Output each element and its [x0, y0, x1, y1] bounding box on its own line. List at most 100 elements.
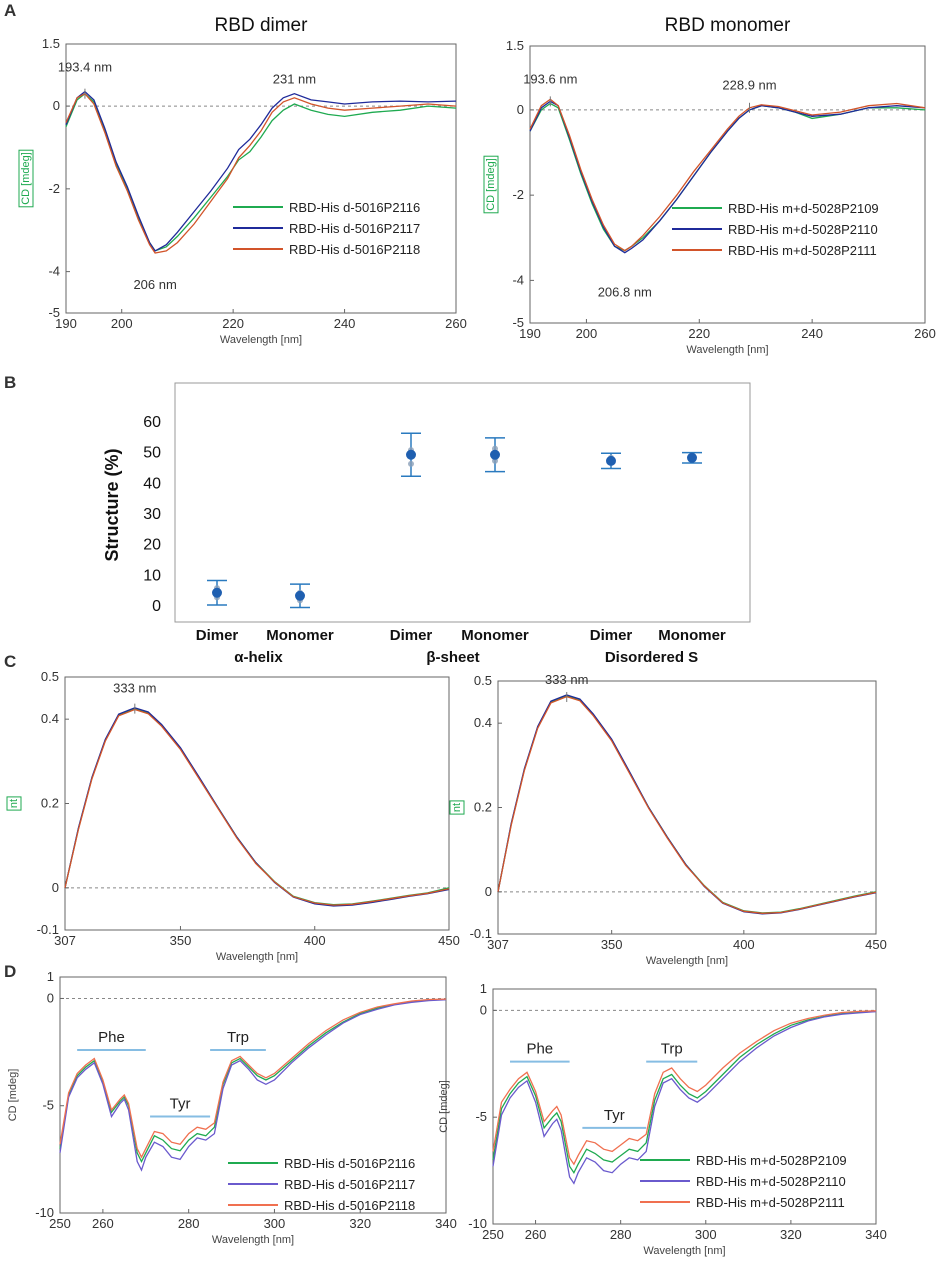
chart-6-y-tick-label: 0	[480, 1002, 487, 1017]
chart-5-x-tick-label: 260	[92, 1216, 114, 1231]
chart-2-y-tick-label: 30	[143, 506, 161, 523]
chart-3-annotation: 333 nm	[113, 681, 156, 696]
chart-0-legend-entry: RBD-His d-5016P2117	[289, 221, 420, 236]
chart-2-mean-point	[490, 449, 500, 460]
chart-5-y-tick-label: -10	[35, 1205, 54, 1220]
chart-4-x-tick-label: 350	[601, 937, 623, 952]
chart-4-x-axis-label: Wavelength [nm]	[646, 955, 728, 967]
chart-2-mean-point	[687, 452, 697, 463]
chart-1-series-line-2	[529, 100, 926, 254]
chart-0-y-tick-label: -2	[48, 181, 60, 196]
chart-4-y-tick-label: 0.2	[474, 800, 492, 815]
chart-6-y-tick-label: -5	[475, 1109, 487, 1124]
chart-0-x-axis-label: Wavelength [nm]	[220, 334, 302, 346]
chart-0-x-tick-label: 200	[111, 316, 133, 331]
chart-2-mean-point	[606, 455, 616, 466]
chart-1-series-line-3	[529, 98, 926, 252]
chart-0-series-line-1	[65, 92, 457, 252]
chart-2-group-label: Disordered S	[605, 649, 698, 666]
chart-2-category-label: Dimer	[590, 627, 633, 644]
chart-0-annotation: 206 nm	[133, 277, 176, 292]
chart-4-y-tick-label: -0.1	[470, 926, 492, 941]
chart-5-series-line-3	[59, 998, 447, 1159]
chart-0-series-line-2	[65, 90, 457, 252]
chart-1-legend-entry: RBD-His m+d-5028P2111	[728, 243, 877, 258]
chart-2-mean-point	[295, 590, 305, 601]
chart-6-legend-entry: RBD-His m+d-5028P2109	[696, 1153, 847, 1168]
chart-6-legend-entry: RBD-His m+d-5028P2110	[696, 1174, 846, 1189]
chart-4-x-tick-label: 450	[865, 937, 887, 952]
chart-1-y-axis-label-box	[483, 155, 499, 214]
chart-3-x-tick-label: 450	[438, 933, 460, 948]
chart-6-x-tick-label: 280	[610, 1227, 632, 1242]
chart-5-x-tick-label: 280	[178, 1216, 200, 1231]
chart-5-x-axis-label: Wavelength [nm]	[212, 1234, 294, 1246]
chart-1-x-tick-label: 260	[914, 326, 936, 341]
chart-5-x-tick-label: 320	[349, 1216, 371, 1231]
chart-2-y-tick-label: 60	[143, 414, 161, 431]
panel-label-b: B	[4, 373, 16, 392]
chart-6-band-label: Phe	[526, 1041, 553, 1058]
chart-3-y-tick-label: 0.4	[41, 711, 59, 726]
chart-3-x-axis-label: Wavelength [nm]	[216, 951, 298, 963]
chart-1-y-tick-label: 0	[517, 102, 524, 117]
chart-5-band-label: Trp	[227, 1029, 249, 1046]
chart-6-series-line-3	[492, 1010, 877, 1166]
chart-1-y-tick-label: 1.5	[506, 38, 524, 53]
chart-4-y-axis-label-box	[449, 800, 465, 815]
chart-6-y-tick-label: 1	[480, 981, 487, 996]
chart-2-category-label: Monomer	[461, 627, 529, 644]
chart-1-y-tick-label: -4	[512, 272, 524, 287]
chart-5-x-tick-label: 250	[49, 1216, 71, 1231]
chart-1-legend-entry: RBD-His m+d-5028P2109	[728, 201, 879, 216]
chart-5-plot-frame	[59, 976, 447, 1214]
chart-6-x-tick-label: 250	[482, 1227, 504, 1242]
chart-4-series-line-2	[497, 694, 877, 915]
chart-5-series-line-1	[59, 998, 447, 1163]
chart-0-x-tick-label: 260	[445, 316, 467, 331]
chart-2-group-label: β-sheet	[426, 649, 479, 666]
chart-1-x-tick-label: 200	[576, 326, 598, 341]
panel-label-a: A	[4, 1, 16, 20]
chart-0-legend-entry: RBD-His d-5016P2118	[289, 242, 420, 257]
chart-0-x-tick-label: 220	[222, 316, 244, 331]
chart-2-y-tick-label: 20	[143, 537, 161, 554]
chart-1-x-tick-label: 240	[801, 326, 823, 341]
chart-2-category-label: Monomer	[658, 627, 726, 644]
chart-6-y-axis-label: CD [mdeg]	[438, 1080, 450, 1133]
chart-5-band-label: Phe	[98, 1029, 125, 1046]
chart-4-x-tick-label: 400	[733, 937, 755, 952]
chart-1-y-tick-label: -5	[512, 315, 524, 330]
chart-2-category-label: Dimer	[390, 627, 433, 644]
chart-3-series-line-3	[64, 708, 450, 906]
chart-1-annotation: 228.9 nm	[722, 78, 776, 93]
chart-6-x-tick-label: 260	[525, 1227, 547, 1242]
chart-0-y-axis-label: CD [mdeg]	[20, 152, 32, 205]
chart-2-mean-point	[212, 587, 222, 598]
chart-0-annotation: 193.4 nm	[58, 60, 112, 75]
chart-1-plot-frame	[529, 45, 926, 324]
chart-1-annotation: 193.6 nm	[523, 71, 577, 86]
chart-4-x-tick-label: 307	[487, 937, 509, 952]
chart-6-x-tick-label: 320	[780, 1227, 802, 1242]
chart-2-category-label: Monomer	[266, 627, 334, 644]
chart-0-y-tick-label: -5	[48, 305, 60, 320]
chart-0-series-line-3	[65, 92, 457, 254]
chart-5-series-line-2	[59, 999, 447, 1172]
chart-2-y-tick-label: 50	[143, 445, 161, 462]
chart-0-x-tick-label: 240	[334, 316, 356, 331]
chart-3-y-tick-label: -0.1	[37, 922, 59, 937]
chart-4-y-tick-label: 0.4	[474, 715, 492, 730]
chart-0-plot-frame	[65, 43, 457, 314]
chart-2-plot-frame	[174, 382, 751, 623]
chart-5-legend-entry: RBD-His d-5016P2116	[284, 1156, 415, 1171]
chart-0-y-tick-label: 0	[53, 98, 60, 113]
chart-3-x-tick-label: 400	[304, 933, 326, 948]
chart-1-x-axis-label: Wavelength [nm]	[686, 344, 768, 356]
chart-6-y-tick-label: -10	[468, 1216, 487, 1231]
chart-2-y-tick-label: 10	[143, 567, 161, 584]
chart-6-x-tick-label: 340	[865, 1227, 887, 1242]
chart-2-y-tick-label: 0	[152, 598, 161, 615]
chart-4-y-tick-label: 0.5	[474, 673, 492, 688]
